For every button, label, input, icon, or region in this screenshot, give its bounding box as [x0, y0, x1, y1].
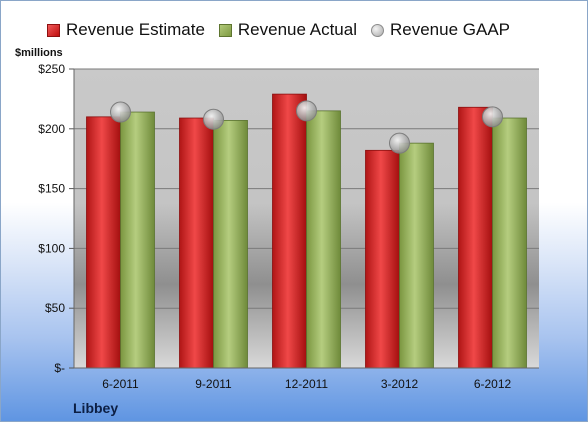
- legend-swatch-estimate: [47, 23, 60, 37]
- y-tick-label: $50: [45, 301, 65, 315]
- legend-label-gaap: Revenue GAAP: [390, 20, 511, 39]
- x-tick-label: 9-2011: [195, 377, 232, 391]
- y-axis-label: $millions: [15, 47, 63, 59]
- y-tick-label: $-: [54, 361, 65, 375]
- bar-revenue-estimate: [458, 106, 493, 369]
- bar-revenue-actual: [120, 111, 155, 369]
- bar-revenue-estimate: [86, 116, 121, 369]
- legend-swatch-gaap: [371, 23, 384, 37]
- x-tick-label: 3-2012: [381, 377, 419, 391]
- bar-revenue-actual: [399, 142, 434, 369]
- x-tick-label: 6-2011: [102, 377, 139, 391]
- legend-item-actual: Revenue Actual: [218, 20, 357, 40]
- bar-revenue-actual: [492, 117, 527, 369]
- bar-revenue-estimate: [272, 93, 307, 369]
- legend-item-gaap: Revenue GAAP: [371, 20, 510, 40]
- marker-revenue-gaap: [389, 132, 410, 154]
- legend-swatch-actual: [218, 23, 232, 37]
- legend-label-actual: Revenue Actual: [237, 20, 357, 39]
- marker-revenue-gaap: [110, 101, 131, 123]
- y-tick-label: $250: [38, 62, 65, 76]
- marker-revenue-gaap: [482, 106, 503, 128]
- y-tick-label: $150: [38, 182, 65, 196]
- y-tick-label: $200: [38, 122, 65, 136]
- bar-revenue-actual: [213, 120, 248, 369]
- company-name: Libbey: [73, 400, 119, 416]
- y-tick-label: $100: [38, 241, 65, 255]
- bar-revenue-estimate: [179, 117, 214, 369]
- bar-revenue-estimate: [365, 149, 400, 369]
- legend-label-estimate: Revenue Estimate: [66, 20, 205, 39]
- marker-revenue-gaap: [296, 100, 317, 122]
- marker-revenue-gaap: [203, 108, 224, 130]
- x-tick-label: 6-2012: [474, 377, 512, 391]
- x-tick-label: 12-2011: [285, 377, 328, 391]
- legend-item-estimate: Revenue Estimate: [47, 20, 205, 40]
- bar-revenue-actual: [306, 110, 341, 369]
- legend: Revenue Estimate Revenue Actual Revenue …: [47, 18, 524, 42]
